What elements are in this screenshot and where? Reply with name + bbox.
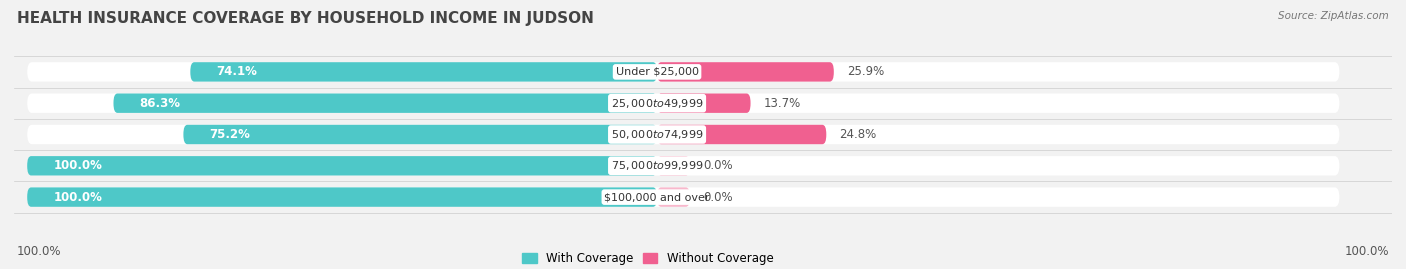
FancyBboxPatch shape (27, 62, 1340, 82)
FancyBboxPatch shape (27, 125, 1340, 144)
FancyBboxPatch shape (27, 94, 1340, 113)
Text: $50,000 to $74,999: $50,000 to $74,999 (610, 128, 703, 141)
Text: 24.8%: 24.8% (839, 128, 877, 141)
Text: 74.1%: 74.1% (217, 65, 257, 78)
Text: 100.0%: 100.0% (53, 159, 103, 172)
Text: $75,000 to $99,999: $75,000 to $99,999 (610, 159, 703, 172)
Text: 100.0%: 100.0% (1344, 245, 1389, 258)
FancyBboxPatch shape (657, 62, 834, 82)
Text: 75.2%: 75.2% (209, 128, 250, 141)
Text: $25,000 to $49,999: $25,000 to $49,999 (610, 97, 703, 110)
FancyBboxPatch shape (657, 94, 751, 113)
Text: Source: ZipAtlas.com: Source: ZipAtlas.com (1278, 11, 1389, 21)
Text: 100.0%: 100.0% (53, 191, 103, 204)
FancyBboxPatch shape (657, 187, 690, 207)
FancyBboxPatch shape (27, 187, 1340, 207)
FancyBboxPatch shape (657, 125, 827, 144)
Text: Under $25,000: Under $25,000 (616, 67, 699, 77)
FancyBboxPatch shape (190, 62, 657, 82)
FancyBboxPatch shape (27, 156, 657, 175)
Legend: With Coverage, Without Coverage: With Coverage, Without Coverage (517, 247, 778, 269)
FancyBboxPatch shape (183, 125, 657, 144)
Text: 25.9%: 25.9% (846, 65, 884, 78)
FancyBboxPatch shape (657, 156, 690, 175)
Text: 13.7%: 13.7% (763, 97, 801, 110)
Text: 0.0%: 0.0% (703, 159, 733, 172)
Text: 0.0%: 0.0% (703, 191, 733, 204)
FancyBboxPatch shape (27, 156, 1340, 175)
Text: 100.0%: 100.0% (17, 245, 62, 258)
FancyBboxPatch shape (114, 94, 657, 113)
FancyBboxPatch shape (27, 187, 657, 207)
Text: $100,000 and over: $100,000 and over (605, 192, 710, 202)
Text: HEALTH INSURANCE COVERAGE BY HOUSEHOLD INCOME IN JUDSON: HEALTH INSURANCE COVERAGE BY HOUSEHOLD I… (17, 11, 593, 26)
Text: 86.3%: 86.3% (139, 97, 181, 110)
